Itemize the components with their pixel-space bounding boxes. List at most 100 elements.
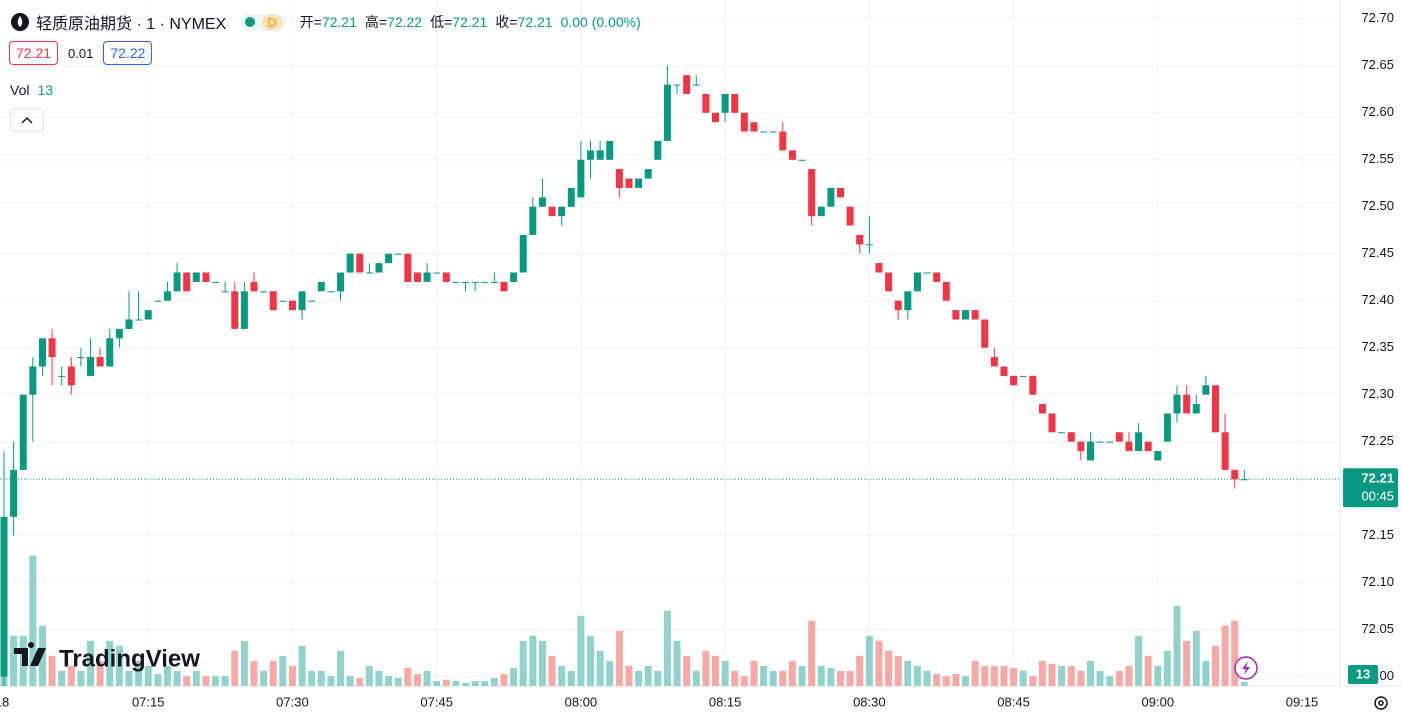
volume-bar — [808, 620, 816, 686]
candle-body — [1231, 469, 1239, 480]
y-tick-label: 72.60 — [1361, 104, 1394, 119]
candle-body — [923, 272, 931, 274]
candle-body — [317, 281, 325, 292]
candle-body — [1202, 385, 1210, 395]
candle-body — [1106, 441, 1114, 443]
candle-body — [760, 131, 768, 133]
candle-body — [663, 84, 671, 141]
collapse-button[interactable] — [10, 108, 44, 132]
volume-bar — [87, 640, 95, 686]
candle-body — [260, 291, 268, 293]
candle-body — [644, 169, 652, 179]
volume-bar — [529, 635, 537, 686]
ask-button[interactable]: 72.22 — [103, 41, 153, 65]
candle-body — [952, 310, 960, 320]
candle-body — [250, 281, 258, 292]
candle-body — [731, 93, 739, 113]
candle-body — [1077, 441, 1085, 452]
volume-bar — [1125, 665, 1133, 686]
volume-bar — [846, 670, 854, 686]
volume-bar — [1154, 665, 1162, 686]
candle-body — [288, 300, 296, 311]
candle-body — [827, 187, 835, 207]
candle-body — [548, 206, 556, 217]
candle-body — [87, 357, 95, 376]
candle-body — [865, 244, 873, 246]
volume-bar — [615, 630, 623, 686]
y-tick-label: 72.65 — [1361, 57, 1394, 72]
candle-body — [279, 300, 287, 302]
candle-body — [856, 234, 864, 245]
bid-button[interactable]: 72.21 — [9, 41, 59, 65]
volume-value: 13 — [37, 82, 54, 98]
candle-body — [942, 281, 950, 301]
candle-body — [875, 263, 883, 273]
y-tick-label: 72.40 — [1361, 292, 1394, 307]
candle-body — [96, 357, 104, 367]
volume-bar — [519, 640, 527, 686]
volume-bar — [1000, 665, 1008, 686]
volume-bar — [125, 670, 133, 686]
candle-body — [1173, 394, 1181, 414]
candle-body — [125, 319, 133, 329]
volume-bar — [1019, 670, 1027, 686]
volume-bar — [423, 670, 431, 686]
status-badges[interactable]: D — [240, 13, 286, 31]
x-tick-label: 09:00 — [1142, 694, 1175, 709]
volume-bar — [500, 673, 508, 686]
lightning-icon[interactable] — [1234, 656, 1258, 680]
volume-bar — [135, 660, 143, 686]
candle-body — [990, 357, 998, 367]
candle-body — [519, 234, 527, 273]
volume-bar — [933, 673, 941, 686]
candle-body — [115, 328, 123, 339]
volume-bar — [250, 660, 258, 686]
candle-body — [481, 281, 489, 283]
candle-body — [452, 281, 460, 283]
legend-close: 72.21 — [517, 14, 553, 30]
candle-body — [1048, 413, 1056, 433]
volume-bar — [875, 640, 883, 686]
candle-body — [683, 75, 691, 94]
volume-bar — [212, 675, 220, 686]
volume-bar — [490, 677, 498, 686]
candle-body — [231, 291, 239, 329]
plot-area — [0, 65, 1340, 686]
volume-bar — [548, 655, 556, 686]
volume-bar — [837, 670, 845, 686]
y-tick-label: 72.25 — [1361, 433, 1394, 448]
x-tick-label: 08:15 — [709, 694, 742, 709]
volume-bar — [365, 665, 373, 686]
watermark: TradingView — [59, 645, 200, 672]
volume-bar — [240, 640, 248, 686]
volume-bar — [1029, 675, 1037, 686]
symbol-title[interactable]: 轻质原油期货 · 1 · NYMEX — [36, 16, 227, 33]
candle-body — [798, 159, 806, 161]
volume-bar — [952, 673, 960, 686]
volume-bar — [471, 680, 479, 686]
volume-bar — [1211, 645, 1219, 686]
candle-body — [1115, 432, 1123, 442]
candle-body — [712, 112, 720, 123]
volume-bar — [173, 670, 181, 686]
volume-bar — [317, 670, 325, 686]
volume-bar — [1096, 670, 1104, 686]
candle-body — [615, 169, 623, 188]
candle-body — [346, 253, 354, 273]
volume-bar — [413, 673, 421, 686]
x-tick-label: 08:45 — [997, 694, 1030, 709]
volume-bar — [865, 635, 873, 686]
volume-bar — [346, 675, 354, 686]
y-tick-label: 72.50 — [1361, 198, 1394, 213]
volume-bar — [154, 673, 162, 686]
candle-body — [1183, 394, 1191, 414]
candle-body — [500, 281, 508, 292]
candle-body — [702, 93, 710, 113]
candle-body — [29, 366, 37, 395]
settings-icon[interactable] — [1374, 696, 1388, 710]
volume-bar — [106, 640, 114, 686]
candle-body — [173, 272, 181, 292]
volume-bar — [779, 670, 787, 686]
volume-bar — [58, 670, 66, 686]
